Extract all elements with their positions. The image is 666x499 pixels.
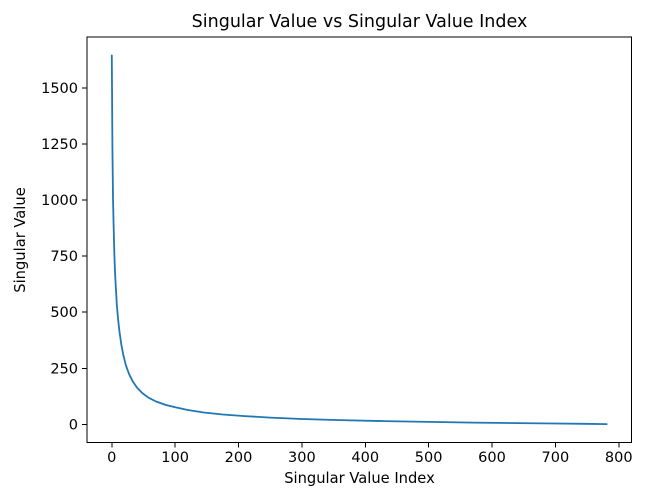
x-tick-label: 600	[478, 450, 506, 466]
x-axis-label: Singular Value Index	[284, 470, 435, 487]
y-tick-label: 1250	[41, 137, 78, 153]
y-axis-label: Singular Value	[12, 187, 29, 292]
x-tick-label: 100	[161, 450, 189, 466]
x-tick-label: 700	[542, 450, 570, 466]
y-tick-label: 0	[69, 417, 78, 433]
y-tick-label: 500	[50, 305, 78, 321]
x-tick-label: 300	[288, 450, 316, 466]
y-tick-label: 250	[50, 361, 78, 377]
x-tick-label: 400	[351, 450, 379, 466]
plot-border	[86, 36, 632, 443]
y-axis-ticks: 0 250 500 750 1000 1250 1500	[41, 81, 87, 433]
x-tick-label: 800	[605, 450, 633, 466]
x-tick-label: 500	[415, 450, 443, 466]
chart-title: Singular Value vs Singular Value Index	[192, 12, 528, 32]
singular-value-curve	[110, 54, 608, 425]
x-axis-ticks: 0 100 200 300 400 500 600 700 800	[107, 442, 633, 466]
x-tick-label: 200	[225, 450, 253, 466]
y-tick-label: 750	[50, 249, 78, 265]
x-tick-label: 0	[107, 450, 116, 466]
y-tick-label: 1000	[41, 193, 78, 209]
y-tick-label: 1500	[41, 81, 78, 97]
